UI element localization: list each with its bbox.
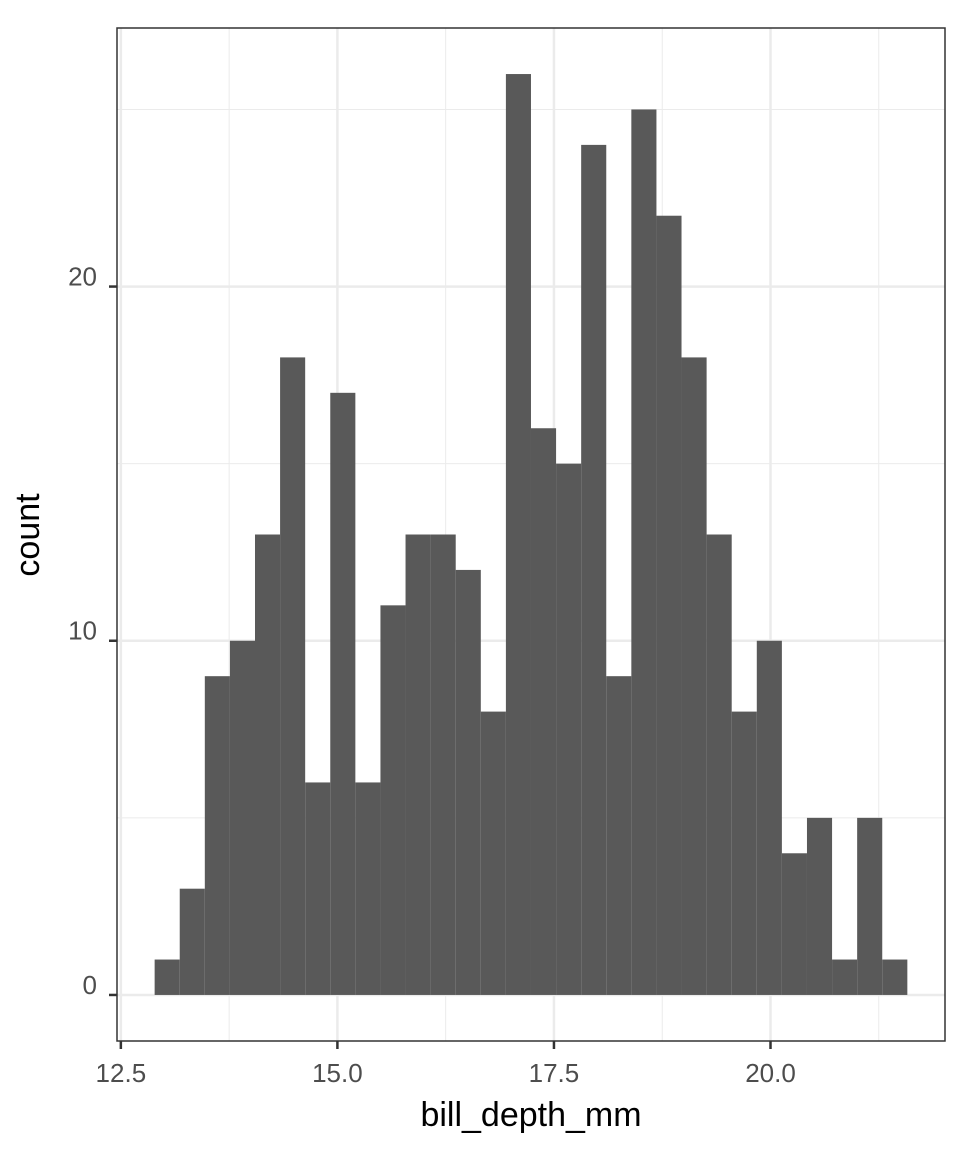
x-tick-label: 20.0 (745, 1058, 796, 1088)
y-axis-title: count (9, 493, 47, 577)
bar (631, 109, 657, 995)
bar (882, 959, 908, 995)
bar (681, 357, 707, 995)
bar (154, 959, 180, 995)
bar (656, 215, 682, 995)
bar (806, 817, 833, 995)
bar (832, 959, 858, 995)
bar (781, 853, 807, 995)
bar (581, 144, 607, 995)
panel-border (116, 27, 946, 1042)
y-tick-label: 20 (68, 261, 97, 291)
bar (405, 534, 431, 995)
bar (455, 569, 481, 995)
y-tick-label: 10 (68, 616, 97, 646)
bar (280, 357, 306, 995)
bar (480, 711, 506, 995)
x-tick-label: 12.5 (96, 1058, 147, 1088)
bar (355, 782, 381, 995)
bar (756, 640, 782, 995)
bar (254, 534, 281, 995)
bar (380, 605, 406, 995)
bar (229, 640, 255, 995)
bar (505, 74, 531, 995)
bar (857, 817, 883, 995)
bar (305, 782, 331, 995)
bars (154, 74, 908, 995)
bar (330, 392, 356, 995)
bar (204, 676, 230, 995)
x-tick-label: 17.5 (529, 1058, 580, 1088)
axes: 12.5 15.0 17.5 20.0 0 10 20 (68, 261, 796, 1087)
bar (706, 534, 732, 995)
bar (179, 888, 205, 995)
bar (556, 463, 582, 995)
bar (530, 428, 557, 995)
y-tick-label: 0 (83, 970, 97, 1000)
bar (731, 711, 757, 995)
bar (430, 534, 456, 995)
x-tick-label: 15.0 (312, 1058, 363, 1088)
x-axis-title: bill_depth_mm (420, 1096, 641, 1134)
bar (606, 676, 632, 995)
